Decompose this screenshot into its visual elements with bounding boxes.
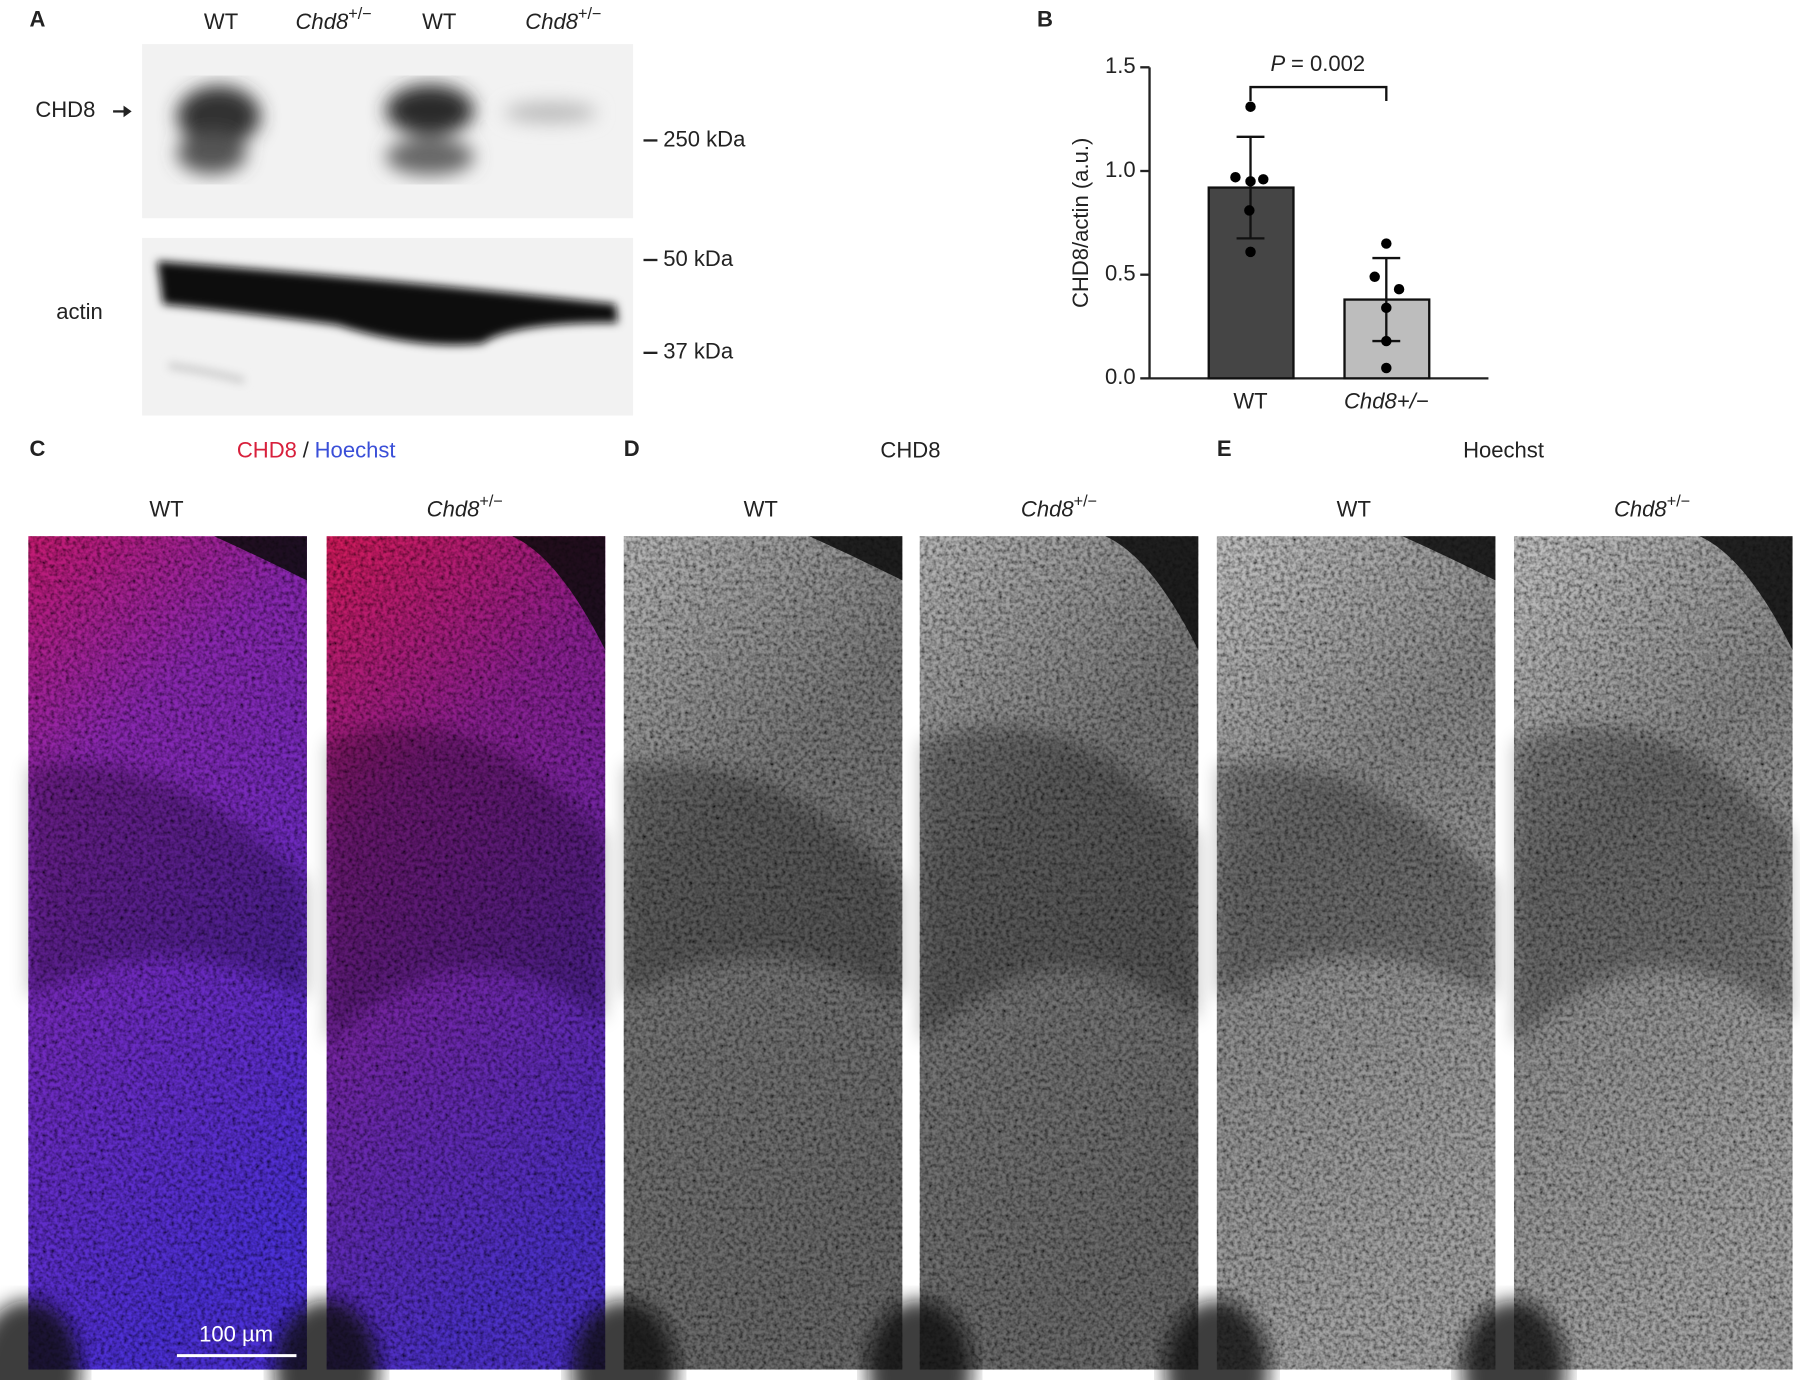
micrographs [0,536,1793,1380]
panel-title: CHD8 [880,437,940,462]
data-point [1381,335,1392,347]
corner [500,536,606,650]
y-tick-label: 0.5 [1105,261,1136,286]
x-tick-label: Chd8+/− [1344,389,1429,414]
dark-layer [1216,762,1496,999]
data-point [1245,176,1256,187]
p-text: = 0.002 [1291,51,1365,76]
lane-label: WT [422,9,456,34]
gene: Chd8 [1614,497,1667,522]
gene: Chd8 [296,9,349,34]
allele: +/− [1074,493,1097,511]
gene: Chd8 [427,497,480,522]
row-label: actin [56,299,103,324]
title-part: Hoechst [1463,437,1544,462]
y-tick-label: 0.0 [1105,364,1136,389]
marker-label: 37 kDa [663,339,734,364]
allele: +/− [348,5,371,23]
marker-label: 250 kDa [663,126,746,151]
data-point [1258,174,1269,185]
gene: Chd8 [525,9,578,34]
title-part: / [303,437,310,462]
data-point [1245,246,1256,258]
data-point [1230,171,1241,183]
title-part: CHD8 [237,437,297,462]
data-point [1393,283,1405,295]
micrograph [867,536,1199,1380]
data-point [1381,362,1392,374]
data-point [1245,101,1256,112]
data-point [1369,271,1380,282]
dark-layer [623,762,903,999]
ventricle [1461,1299,1567,1380]
lane-label: Chd8+/− [296,5,372,34]
corner [1093,536,1199,650]
p-value: P = 0.002 [1270,51,1365,76]
column-label: Chd8+/− [1614,493,1690,522]
corner [1688,536,1793,650]
marker-label: 50 kDa [663,246,734,271]
y-tick-label: 1.0 [1105,157,1136,182]
corner [1402,536,1496,581]
dark-layer [28,762,307,999]
panel-title: Hoechst [1463,437,1544,462]
scale-bar-label: 100 µm [199,1322,273,1347]
panel-label: E [1217,436,1232,461]
data-point [1244,205,1255,216]
ventricle [571,1299,676,1380]
row-label: CHD8 [35,97,95,122]
column-label: Chd8+/− [1021,493,1097,522]
lane-label: Chd8+/− [525,5,601,34]
gene: Chd8 [1021,497,1074,522]
allele: +/− [578,5,601,23]
title-part: Hoechst [315,437,396,462]
micrograph [1461,536,1793,1380]
corner [214,536,307,581]
micrograph [571,536,903,1380]
panel-label: D [624,436,640,461]
dark-layer [326,726,606,1045]
corner [809,536,903,581]
ventricle [274,1299,379,1380]
data-point [1381,238,1392,249]
dark-layer [919,726,1199,1045]
column-label: Chd8+/− [427,493,503,522]
lane-label: WT [204,9,238,34]
dark-layer [1513,726,1793,1045]
title-part: CHD8 [880,437,940,462]
ventricle [1164,1299,1270,1380]
panel-label: C [30,436,46,461]
column-label: WT [744,497,778,522]
column-label: WT [149,497,183,522]
significance-bracket [1249,85,1388,101]
micrograph [274,536,606,1380]
y-axis-label: CHD8/actin (a.u.) [1068,138,1093,308]
ventricle [867,1299,972,1380]
arrow-head [123,105,132,118]
y-tick-label: 1.5 [1105,53,1136,78]
blot-bands [176,84,598,176]
panel-label: A [30,7,46,32]
column-label: WT [1337,497,1371,522]
allele: +/− [1667,493,1690,511]
micrograph [0,536,307,1380]
allele: +/− [479,493,502,511]
panel-title: CHD8/Hoechst [237,437,396,462]
actin-band [157,261,618,385]
panel-label: B [1037,7,1053,32]
data-point [1381,302,1392,314]
micrograph [1164,536,1496,1380]
x-tick-label: WT [1233,389,1267,414]
ventricle [0,1299,81,1380]
p-symbol: P [1270,51,1285,76]
